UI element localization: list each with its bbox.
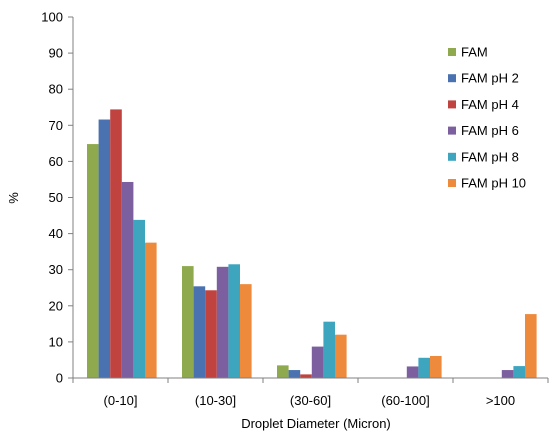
- y-axis-ticks: 0 10 20 30 40 50 60 70 80 90 100: [41, 10, 73, 386]
- y-tick-label: 90: [49, 46, 63, 61]
- bar-fam-1: [87, 144, 99, 378]
- legend-swatch: [448, 100, 456, 109]
- bar-fam-2: [182, 266, 194, 378]
- legend-swatch: [448, 179, 456, 187]
- y-tick-label: 0: [56, 371, 63, 386]
- x-tick-label: (60-100]: [381, 393, 429, 408]
- legend-label: FAM pH 6: [461, 123, 519, 138]
- legend-swatch: [448, 152, 456, 161]
- bar-fam-ph-8-5: [513, 366, 525, 378]
- y-tick-label: 10: [49, 334, 63, 349]
- legend-swatch: [448, 48, 456, 56]
- y-tick-label: 100: [41, 10, 63, 25]
- y-tick-label: 50: [49, 190, 63, 205]
- bar-fam-ph-8-1: [133, 219, 145, 378]
- bar-fam-ph-10-1: [145, 242, 157, 378]
- bar-fam-ph-6-3: [311, 346, 324, 378]
- x-axis-ticks: (0-10] (10-30] (30-60] (60-100] >100: [72, 378, 549, 408]
- legend-label: FAM: [461, 45, 488, 60]
- bar-fam-ph-8-3: [323, 321, 335, 378]
- legend-label: FAM pH 10: [461, 176, 526, 191]
- y-tick-label: 70: [49, 118, 63, 133]
- x-tick-label: (10-30]: [195, 393, 236, 408]
- y-tick-label: 30: [49, 262, 63, 277]
- bar-fam-ph-4-1: [110, 109, 122, 378]
- bar-fam-ph-6-4: [406, 366, 419, 378]
- bar-fam-ph-8-4: [418, 357, 430, 378]
- legend-label: FAM pH 8: [461, 149, 519, 164]
- x-axis-title: Droplet Diameter (Micron): [241, 416, 391, 431]
- x-tick-label: (0-10]: [104, 393, 138, 408]
- legend: FAM FAM pH 2 FAM pH 4 FAM pH 6 FAM pH 8 FAM p…: [448, 45, 526, 191]
- y-axis-title: %: [6, 192, 21, 204]
- legend-swatch: [448, 126, 456, 135]
- bar-fam-ph-10-3: [335, 334, 347, 378]
- x-tick-label: (30-60]: [290, 393, 331, 408]
- y-tick-label: 20: [49, 298, 63, 313]
- bar-fam-ph-2-3: [288, 370, 301, 378]
- bar-fam-ph-6-5: [501, 370, 514, 378]
- y-tick-label: 80: [49, 82, 63, 97]
- bar-fam-ph-10-4: [430, 355, 442, 378]
- bar-fam-ph-8-2: [228, 264, 240, 378]
- y-tick-label: 40: [49, 226, 63, 241]
- y-tick-label: 60: [49, 154, 63, 169]
- bar-fam-ph-10-5: [525, 314, 537, 378]
- bar-fam-ph-6-1: [121, 181, 134, 378]
- bar-fam-ph-2-1: [98, 119, 111, 379]
- bar-fam-3: [277, 365, 289, 378]
- bar-fam-ph-4-2: [205, 290, 217, 378]
- bars: [87, 109, 537, 379]
- legend-label: FAM pH 4: [461, 97, 519, 112]
- bar-fam-ph-6-2: [216, 266, 229, 378]
- bar-fam-ph-4-3: [300, 374, 312, 378]
- x-tick-label: >100: [486, 393, 515, 408]
- legend-label: FAM pH 2: [461, 71, 519, 86]
- bar-fam-ph-2-2: [193, 286, 206, 378]
- bar-fam-ph-10-2: [240, 284, 252, 378]
- legend-swatch: [448, 74, 456, 83]
